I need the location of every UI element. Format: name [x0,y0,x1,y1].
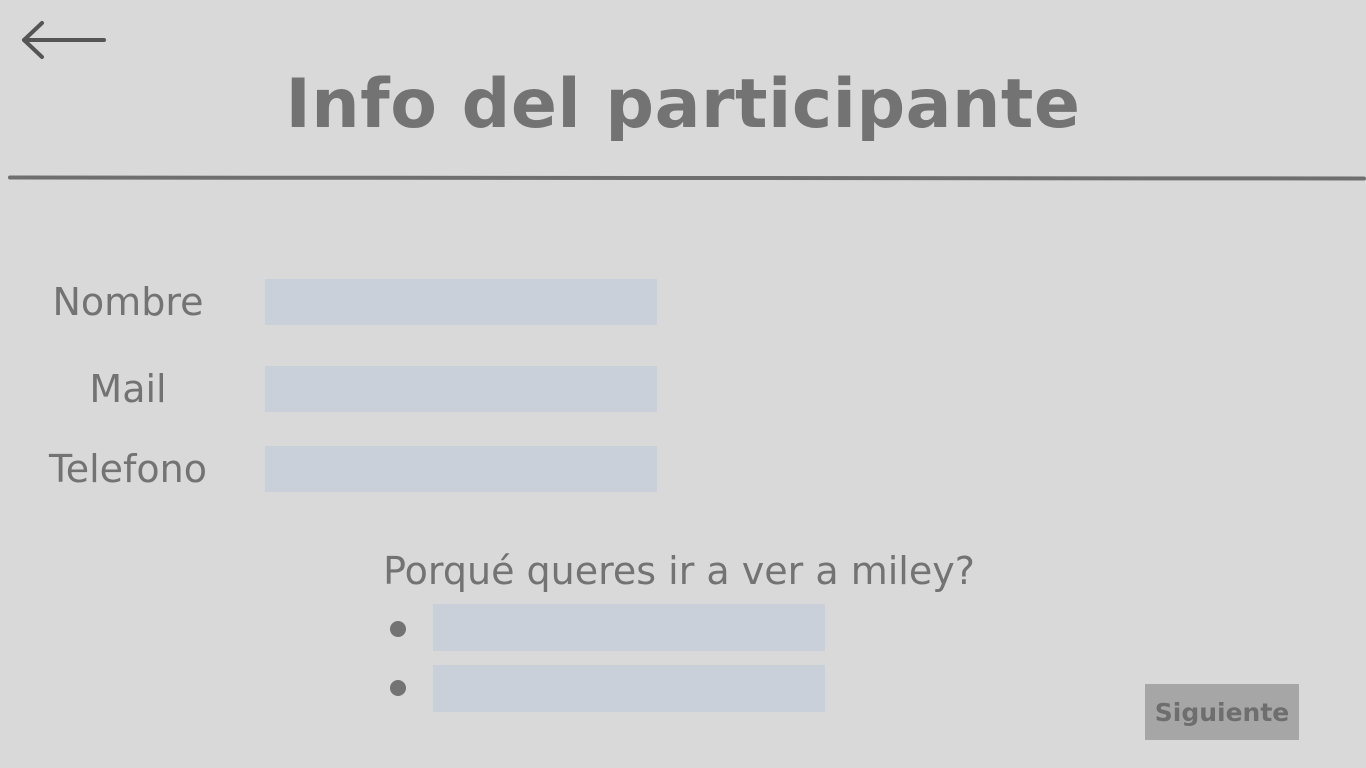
bullet-icon [390,621,406,637]
bullet-icon [390,680,406,696]
answer-field-1[interactable] [433,604,825,651]
arrow-left-icon [22,21,106,59]
phone-label: Telefono [48,447,208,491]
name-field[interactable] [265,279,657,325]
back-button[interactable] [18,18,110,64]
next-button[interactable]: Siguiente [1145,684,1299,740]
question-label: Porqué queres ir a ver a miley? [383,549,975,593]
header-divider [7,175,1366,181]
page-title: Info del participante [285,65,1081,144]
name-label: Nombre [52,280,204,324]
mail-field[interactable] [265,366,657,412]
answer-field-2[interactable] [433,665,825,712]
mail-label: Mail [89,367,167,411]
phone-field[interactable] [265,446,657,492]
